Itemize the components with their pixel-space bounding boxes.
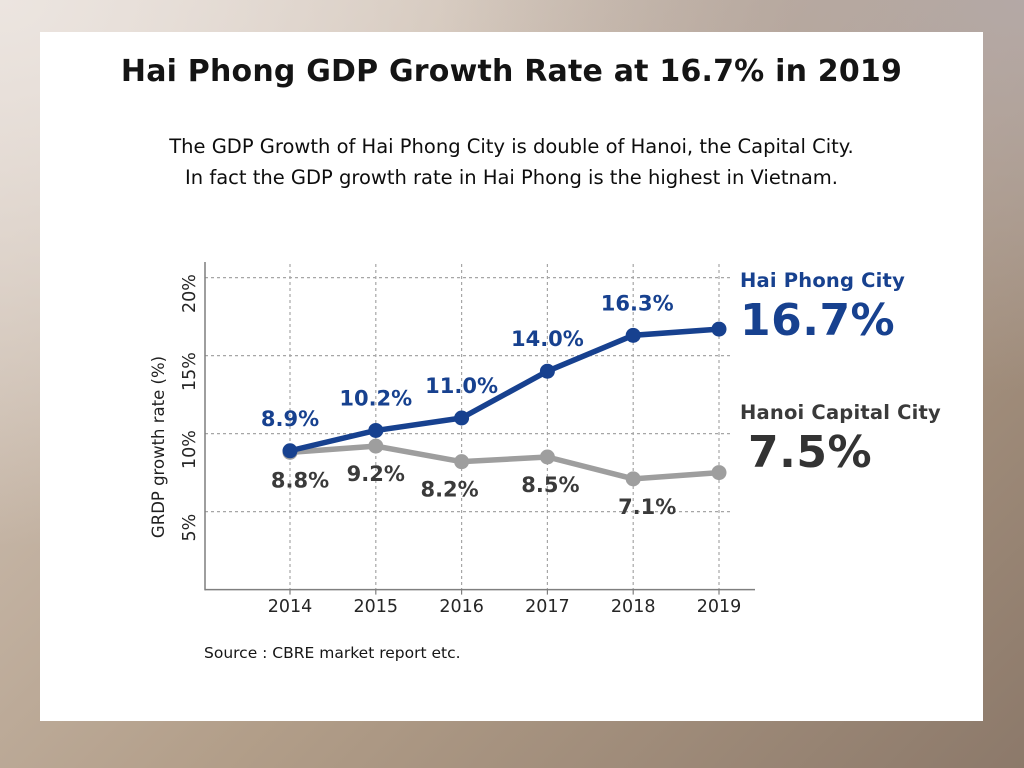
legend-hai-phong: Hai Phong City 16.7%	[740, 269, 905, 346]
source-note: Source : CBRE market report etc.	[204, 644, 461, 662]
legend-hanoi-label: Hanoi Capital City	[740, 401, 941, 424]
y-axis-label: 10%	[180, 430, 200, 469]
x-axis-label: 2017	[525, 597, 570, 617]
data-label: 8.5%	[521, 473, 579, 497]
legend-hai-phong-label: Hai Phong City	[740, 269, 905, 292]
chart-axis-labels: 2014 2015 2016 2017 2018 2019 5% 10% 15% 20%	[180, 274, 741, 617]
x-axis-label: 2014	[268, 597, 313, 617]
data-point	[368, 422, 384, 438]
data-point	[539, 363, 555, 379]
data-label: 7.1%	[618, 495, 676, 519]
chart-data-labels: 8.9% 10.2% 11.0% 14.0% 16.3% 8.8% 9.2% 8.2% 8.5%…	[261, 291, 676, 519]
data-label: 10.2%	[339, 386, 412, 410]
data-point	[539, 449, 555, 465]
data-point	[711, 321, 727, 337]
data-label: 8.9%	[261, 407, 319, 431]
x-axis-label: 2016	[439, 597, 484, 617]
x-axis-label: 2018	[611, 597, 656, 617]
subtitle-line-2: In fact the GDP growth rate in Hai Phong…	[185, 166, 838, 189]
data-point	[282, 443, 298, 459]
chart-series	[282, 321, 727, 487]
data-point	[625, 471, 641, 487]
data-point	[625, 327, 641, 343]
slide-card: Hai Phong GDP Growth Rate at 16.7% in 20…	[40, 32, 983, 721]
page-title: Hai Phong GDP Growth Rate at 16.7% in 20…	[120, 54, 903, 89]
chart-gridlines	[205, 264, 730, 590]
y-axis-label: 5%	[180, 514, 200, 542]
data-label: 16.3%	[601, 291, 674, 315]
data-label: 9.2%	[347, 462, 405, 486]
series-line	[287, 326, 722, 454]
data-label: 14.0%	[511, 327, 584, 351]
data-point	[711, 465, 727, 481]
y-axis-label: 20%	[180, 274, 200, 313]
y-axis-title: GRDP growth rate (%)	[149, 356, 168, 538]
page-subtitle: The GDP Growth of Hai Phong City is doub…	[40, 131, 983, 193]
data-label: 11.0%	[425, 374, 498, 398]
gdp-growth-line-chart: 8.9% 10.2% 11.0% 14.0% 16.3% 8.8% 9.2% 8.2% 8.5%…	[149, 262, 755, 617]
legend-hai-phong-value: 16.7%	[740, 295, 896, 346]
x-axis-label: 2019	[697, 597, 742, 617]
legend-hanoi: Hanoi Capital City 7.5%	[740, 401, 941, 478]
x-axis-label: 2015	[354, 597, 399, 617]
data-point	[454, 410, 470, 426]
chart-axes	[204, 262, 755, 595]
subtitle-line-1: The GDP Growth of Hai Phong City is doub…	[169, 135, 854, 158]
data-point	[454, 454, 470, 470]
series-line	[287, 443, 722, 482]
legend-hanoi-value: 7.5%	[748, 427, 873, 478]
data-label: 8.2%	[420, 478, 478, 502]
data-label: 8.8%	[271, 468, 329, 492]
y-axis-label: 15%	[180, 352, 200, 391]
data-point	[368, 438, 384, 454]
